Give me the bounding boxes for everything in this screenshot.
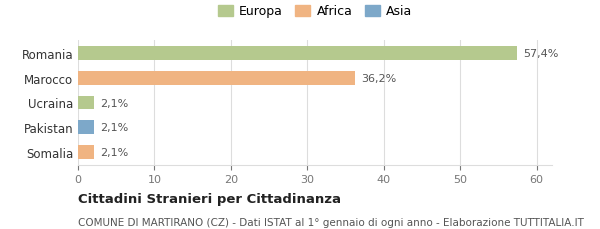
Text: 57,4%: 57,4% [523, 49, 559, 59]
Bar [78, 146, 94, 159]
Bar [78, 47, 517, 60]
Text: 2,1%: 2,1% [100, 98, 128, 108]
Bar [78, 71, 355, 85]
Bar [78, 96, 94, 110]
Bar [78, 121, 94, 135]
Text: 36,2%: 36,2% [361, 73, 396, 83]
Text: Cittadini Stranieri per Cittadinanza: Cittadini Stranieri per Cittadinanza [78, 192, 341, 205]
Text: 2,1%: 2,1% [100, 123, 128, 133]
Legend: Europa, Africa, Asia: Europa, Africa, Asia [212, 0, 418, 23]
Text: COMUNE DI MARTIRANO (CZ) - Dati ISTAT al 1° gennaio di ogni anno - Elaborazione : COMUNE DI MARTIRANO (CZ) - Dati ISTAT al… [78, 217, 584, 227]
Text: 2,1%: 2,1% [100, 147, 128, 158]
